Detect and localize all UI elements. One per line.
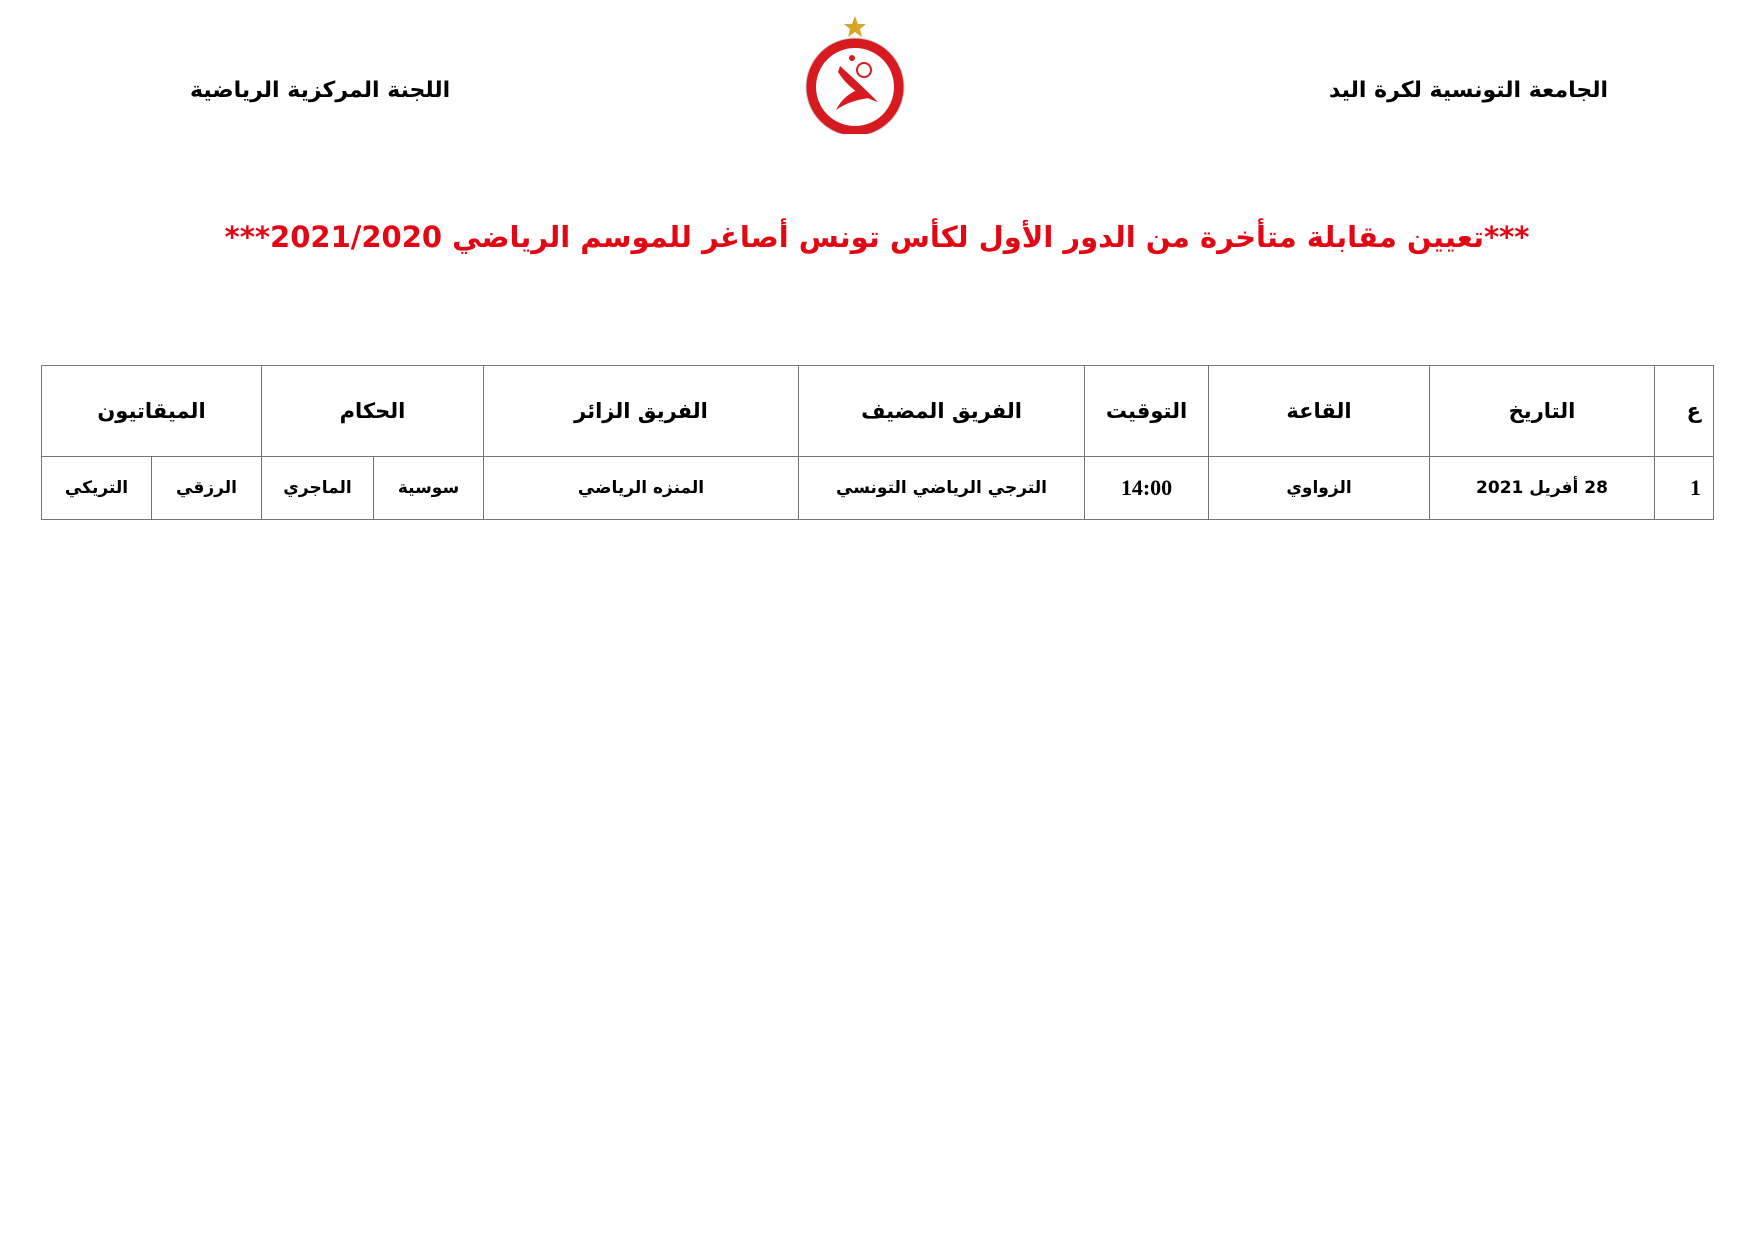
cell-away-team: المنزه الرياضي	[483, 456, 799, 520]
cell-no: 1	[1654, 456, 1714, 520]
header-home-team: الفريق المضيف	[798, 365, 1085, 457]
federation-name: الجامعة التونسية لكرة اليد	[1328, 78, 1608, 103]
cell-hall: الزواوي	[1208, 456, 1430, 520]
federation-logo	[805, 16, 905, 134]
cell-timekeeper-2: التريكي	[41, 456, 152, 520]
header-away-team: الفريق الزائر	[483, 365, 799, 457]
cell-timekeeper-1: الرزقي	[151, 456, 262, 520]
header-date: التاريخ	[1429, 365, 1655, 457]
cell-referee-2: الماجري	[261, 456, 374, 520]
table-header-row: ع التاريخ القاعة التوقيت الفريق المضيف ا…	[41, 365, 1714, 457]
committee-name: اللجنة المركزية الرياضية	[190, 78, 451, 103]
page-title: ***تعيين مقابلة متأخرة من الدور الأول لك…	[224, 220, 1530, 254]
header-time: التوقيت	[1084, 365, 1209, 457]
header-no: ع	[1654, 365, 1714, 457]
assignment-table: ع التاريخ القاعة التوقيت الفريق المضيف ا…	[41, 365, 1714, 520]
header-timekeepers: الميقاتيون	[41, 365, 262, 457]
cell-date: 28 أفريل 2021	[1429, 456, 1655, 520]
header-referees: الحكام	[261, 365, 484, 457]
star-icon	[844, 16, 866, 37]
cell-referee-1: سوسية	[373, 456, 484, 520]
table-row: 1 28 أفريل 2021 الزواوي 14:00 الترجي الر…	[41, 456, 1714, 520]
cell-time: 14:00	[1084, 456, 1209, 520]
header-hall: القاعة	[1208, 365, 1430, 457]
cell-home-team: الترجي الرياضي التونسي	[798, 456, 1085, 520]
